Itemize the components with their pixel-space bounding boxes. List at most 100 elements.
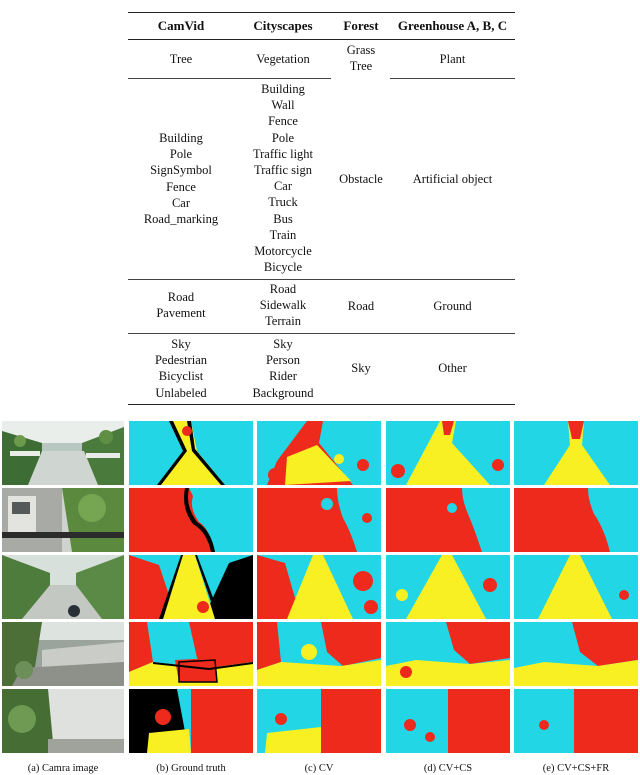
cv-cs-fr-prediction-1 <box>514 421 638 485</box>
camera-image-5 <box>2 689 124 753</box>
header-rule <box>128 39 515 40</box>
cell-text: Building <box>159 131 203 145</box>
cell-text: SignSymbol <box>150 163 212 178</box>
cell-text: Terrain <box>265 314 301 329</box>
cell-text: Road <box>167 290 195 304</box>
cell-text: Road <box>269 282 297 296</box>
cv-prediction-3 <box>257 555 381 619</box>
cell-text: Sky <box>351 361 371 375</box>
row1-greenhouse: Plant <box>390 51 515 67</box>
row4-camvid: Sky Pedestrian Bicyclist Unlabeled <box>128 336 234 401</box>
cv-prediction-4 <box>257 622 381 686</box>
row2-rule <box>128 279 515 280</box>
row2-forest: Obstacle <box>332 171 390 187</box>
cell-text: Sidewalk <box>259 298 307 313</box>
row3-camvid: Road Pavement <box>128 289 234 321</box>
cell-text: Fence <box>166 179 196 194</box>
row3-forest: Road <box>332 298 390 314</box>
header-forest: Forest <box>343 18 379 33</box>
ground-truth-2 <box>129 488 253 552</box>
cv-cs-prediction-3 <box>386 555 510 619</box>
cv-cs-prediction-5 <box>386 689 510 753</box>
cv-prediction-2 <box>257 488 381 552</box>
row1-forest: Grass Tree <box>332 42 390 74</box>
cell-text: Tree <box>169 52 193 66</box>
cv-cs-fr-prediction-5 <box>514 689 638 753</box>
cell-text: Ground <box>433 299 472 313</box>
cell-text: Obstacle <box>339 172 383 186</box>
cell-text: Fence <box>268 114 298 129</box>
cell-text: Vegetation <box>256 52 310 66</box>
cell-text: Motorcycle <box>254 244 312 259</box>
cell-text: Truck <box>268 195 298 210</box>
cell-text: Artificial object <box>412 172 493 186</box>
cell-text: Pole <box>169 147 193 162</box>
row4-cityscapes: Sky Person Rider Background <box>234 336 332 401</box>
camera-image-2 <box>2 488 124 552</box>
cell-text: Train <box>269 227 297 242</box>
row1-rule-left <box>128 78 331 79</box>
ground-truth-4 <box>129 622 253 686</box>
cell-text: Building <box>261 82 305 96</box>
cell-text: Traffic sign <box>254 163 312 178</box>
header-camvid: CamVid <box>157 18 205 33</box>
row2-cityscapes: Building Wall Fence Pole Traffic light T… <box>234 81 332 275</box>
cell-text: Road <box>347 299 375 313</box>
cv-cs-fr-prediction-2 <box>514 488 638 552</box>
caption-ground-truth: (b) Ground truth <box>156 763 226 774</box>
row1-rule-right <box>390 78 515 79</box>
row3-cityscapes: Road Sidewalk Terrain <box>234 281 332 330</box>
cv-prediction-5 <box>257 689 381 753</box>
cell-text: Grass <box>346 43 376 57</box>
cv-cs-prediction-2 <box>386 488 510 552</box>
cell-text: Bus <box>273 211 293 226</box>
camera-image-1 <box>2 421 124 485</box>
row2-camvid: Building Pole SignSymbol Fence Car Road_… <box>128 130 234 227</box>
cell-text: Car <box>273 179 293 194</box>
caption-cv: (c) CV <box>304 763 334 774</box>
cell-text: Traffic light <box>252 146 314 161</box>
caption-cv-cs-fr: (e) CV+CS+FR <box>542 763 610 774</box>
caption-cv-cs: (d) CV+CS <box>423 763 473 774</box>
cell-text: Wall <box>271 98 295 113</box>
cv-prediction-1 <box>257 421 381 485</box>
cv-cs-prediction-4 <box>386 622 510 686</box>
cell-text: Plant <box>439 52 466 66</box>
row4-greenhouse: Other <box>390 360 515 376</box>
cell-text: Sky <box>171 337 191 351</box>
cell-text: Pedestrian <box>154 353 208 368</box>
header-cityscapes: Cityscapes <box>253 18 313 33</box>
bottom-rule <box>128 404 515 406</box>
row2-greenhouse: Artificial object <box>390 171 515 187</box>
header-greenhouse: Greenhouse A, B, C <box>397 18 508 33</box>
row1-cityscapes: Vegetation <box>234 51 332 67</box>
row1-camvid: Tree <box>128 51 234 67</box>
caption-camera-image: (a) Camra image <box>27 763 99 774</box>
cv-cs-fr-prediction-4 <box>514 622 638 686</box>
camera-image-3 <box>2 555 124 619</box>
cv-cs-prediction-1 <box>386 421 510 485</box>
row3-rule <box>128 333 515 334</box>
row3-greenhouse: Ground <box>390 298 515 314</box>
cv-cs-fr-prediction-3 <box>514 555 638 619</box>
cell-text: Other <box>438 361 467 375</box>
cell-text: Pole <box>271 130 295 145</box>
ground-truth-5 <box>129 689 253 753</box>
cell-text: Background <box>252 385 314 400</box>
ground-truth-1 <box>129 421 253 485</box>
cell-text: Road_marking <box>143 212 219 227</box>
top-rule <box>128 12 515 14</box>
page-top-cutoff <box>0 0 640 8</box>
camera-image-4 <box>2 622 124 686</box>
cell-text: Rider <box>269 369 297 384</box>
row4-forest: Sky <box>332 360 390 376</box>
cell-text: Bicyclist <box>158 369 204 384</box>
cell-text: Bicycle <box>263 260 303 275</box>
cell-text: Tree <box>349 59 373 74</box>
cell-text: Pavement <box>156 306 206 321</box>
cell-text: Person <box>265 353 301 368</box>
cell-text: Unlabeled <box>155 385 207 400</box>
cell-text: Sky <box>273 337 293 351</box>
ground-truth-3 <box>129 555 253 619</box>
cell-text: Car <box>171 195 191 210</box>
